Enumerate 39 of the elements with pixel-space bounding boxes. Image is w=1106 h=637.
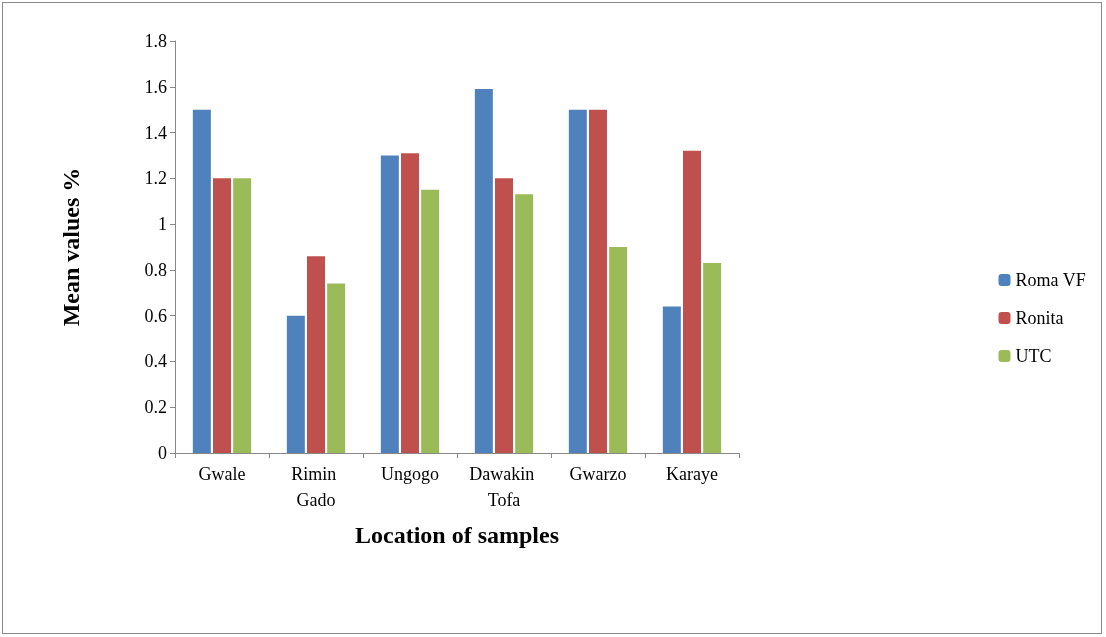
bar xyxy=(589,109,607,453)
bar xyxy=(233,178,252,453)
bar xyxy=(401,153,419,453)
y-tick-label: 1.4 xyxy=(144,122,167,143)
y-tick-label: 0 xyxy=(158,443,167,463)
y-tick-label: 0.4 xyxy=(144,351,167,372)
bar xyxy=(515,194,534,453)
bar xyxy=(568,109,587,453)
bar xyxy=(327,283,346,453)
x-tick-label: Ungogo xyxy=(381,464,439,484)
bar xyxy=(307,256,325,453)
y-tick-label: 1.6 xyxy=(144,76,167,97)
legend-label: Roma VF xyxy=(1015,270,1086,290)
bar xyxy=(380,155,399,453)
legend-label: Ronita xyxy=(1015,308,1064,328)
bar xyxy=(474,89,493,453)
x-axis-title: Location of samples xyxy=(355,522,559,548)
x-tick-label: Gwarzo xyxy=(569,464,627,484)
x-tick-label: Rimin Gado xyxy=(291,464,341,510)
y-tick-label: 0.6 xyxy=(144,305,167,326)
bar xyxy=(286,315,305,453)
bar xyxy=(609,247,628,453)
bar xyxy=(192,109,211,453)
y-tick-label: 1.2 xyxy=(144,168,167,189)
bar xyxy=(421,189,440,453)
bar xyxy=(683,150,701,453)
y-tick-label: 0.8 xyxy=(144,259,167,280)
y-tick-label: 1.8 xyxy=(144,31,167,51)
y-axis-title: Mean values % xyxy=(58,167,84,327)
y-tick-label: 1 xyxy=(158,214,167,235)
y-tick-label: 0.2 xyxy=(144,397,167,418)
bar xyxy=(662,306,681,453)
x-tick-label: Dawakin Tofa xyxy=(469,464,539,510)
x-tick-label: Gwale xyxy=(198,464,246,484)
bar xyxy=(703,263,722,453)
bar xyxy=(495,178,513,453)
x-tick-label: Karaye xyxy=(666,464,718,484)
bar xyxy=(213,178,231,453)
legend-label: UTC xyxy=(1015,346,1052,366)
